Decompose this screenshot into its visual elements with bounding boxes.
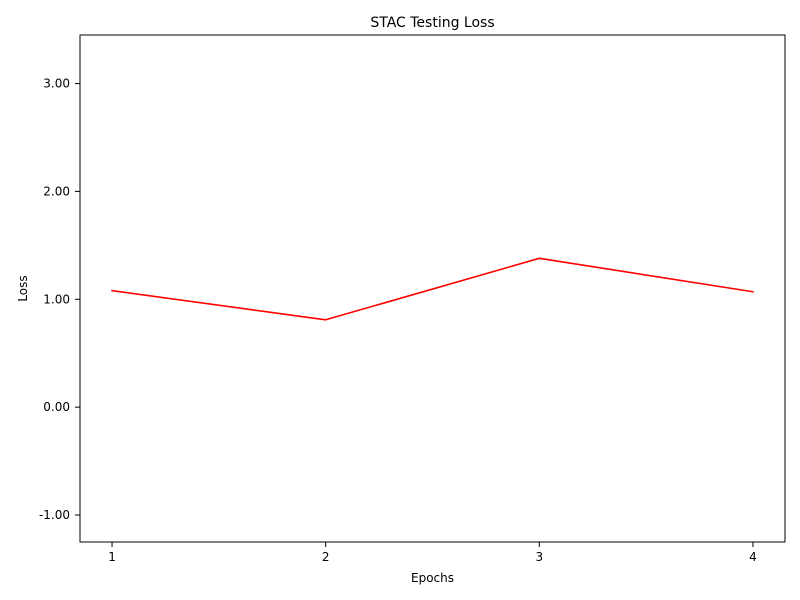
y-tick-label: 3.00	[43, 77, 70, 91]
chart-title: STAC Testing Loss	[370, 15, 494, 31]
x-axis-ticks: 1 2 3 4	[108, 542, 757, 564]
y-axis-ticks: -1.00 0.00 1.00 2.00 3.00	[39, 77, 80, 522]
x-tick-label: 3	[535, 550, 543, 564]
x-axis-label: Epochs	[411, 571, 454, 585]
x-tick-label: 4	[749, 550, 757, 564]
series-line	[111, 257, 754, 321]
y-tick-label: -1.00	[39, 508, 70, 522]
x-tick-label: 2	[322, 550, 330, 564]
y-tick-label: 1.00	[43, 292, 70, 306]
series-layer	[111, 257, 754, 321]
y-tick-label: 0.00	[43, 400, 70, 414]
x-tick-label: 1	[108, 550, 116, 564]
y-tick-label: 2.00	[43, 184, 70, 198]
y-axis-label: Loss	[16, 275, 30, 301]
